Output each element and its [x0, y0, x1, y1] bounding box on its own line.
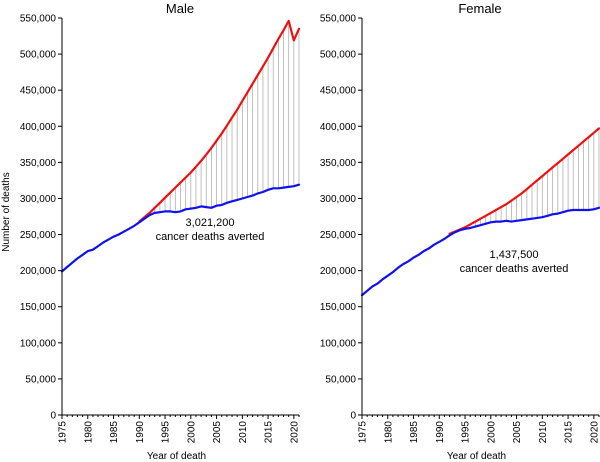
averted-caption-label: cancer deaths averted: [460, 263, 569, 275]
y-tick-label: 500,000: [20, 50, 57, 61]
x-tick-label: 2000: [186, 421, 197, 444]
x-axis-label: Year of death: [447, 451, 506, 462]
x-tick-label: 2015: [564, 421, 575, 444]
y-tick-label: 150,000: [320, 302, 357, 313]
y-tick-label: 400,000: [20, 122, 57, 133]
x-tick-label: 1975: [58, 421, 69, 444]
chart-title: Female: [458, 1, 501, 16]
y-tick-label: 450,000: [320, 86, 357, 97]
x-tick-label: 2020: [589, 421, 600, 444]
y-tick-label: 350,000: [20, 158, 57, 169]
y-tick-label: 500,000: [320, 50, 357, 61]
expected-deaths-line: [138, 19, 301, 223]
y-tick-label: 0: [350, 411, 356, 422]
x-tick-label: 2005: [512, 421, 523, 444]
female-chart-panel: Female 0 50,000 100,000 150,000 200,000 250,00…: [320, 1, 600, 462]
x-tick-label: 1980: [383, 421, 394, 444]
y-tick-label: 200,000: [320, 266, 357, 277]
x-tick-label: 2020: [289, 421, 300, 444]
y-tick-label: 400,000: [320, 122, 357, 133]
y-tick-label: 550,000: [320, 14, 357, 25]
x-tick-label: 1990: [135, 421, 146, 444]
averted-count-label: 3,021,200: [186, 217, 235, 229]
y-tick-label: 50,000: [325, 374, 356, 385]
male-chart-panel: Male 0 50,000 100,000 150,000 200,000 250,000 3…: [1, 1, 300, 462]
y-axis-label: Number of deaths: [1, 172, 12, 252]
x-tick-label: 1990: [435, 421, 446, 444]
y-tick-label: 300,000: [20, 194, 57, 205]
y-tick-label: 450,000: [20, 86, 57, 97]
y-tick-label: 300,000: [320, 194, 357, 205]
y-tick-label: 350,000: [320, 158, 357, 169]
averted-caption-label: cancer deaths averted: [156, 231, 265, 243]
averted-count-label: 1,437,500: [490, 249, 539, 261]
y-tick-label: 550,000: [20, 14, 57, 25]
observed-deaths-line: [60, 183, 301, 273]
x-tick-label: 1985: [109, 421, 120, 444]
x-tick-label: 1985: [409, 421, 420, 444]
y-tick-label: 200,000: [20, 266, 57, 277]
x-axis-label: Year of death: [147, 451, 206, 462]
x-tick-label: 2015: [264, 421, 275, 444]
x-tick-label: 2000: [486, 421, 497, 444]
chart-title: Male: [166, 1, 194, 16]
y-tick-label: 100,000: [20, 338, 57, 349]
x-tick-label: 1980: [83, 421, 94, 444]
x-tick-label: 2010: [538, 421, 549, 444]
x-tick-label: 1995: [461, 421, 472, 444]
y-tick-label: 100,000: [320, 338, 357, 349]
x-tick-label: 2005: [212, 421, 223, 444]
y-tick-label: 50,000: [25, 374, 56, 385]
y-tick-label: 150,000: [20, 302, 57, 313]
x-tick-label: 1975: [358, 421, 369, 444]
y-tick-label: 0: [50, 411, 56, 422]
y-tick-label: 250,000: [320, 230, 357, 241]
x-tick-label: 1995: [161, 421, 172, 444]
y-tick-label: 250,000: [20, 230, 57, 241]
expected-deaths-line: [448, 127, 600, 235]
x-tick-label: 2010: [238, 421, 249, 444]
observed-deaths-line: [360, 206, 600, 297]
